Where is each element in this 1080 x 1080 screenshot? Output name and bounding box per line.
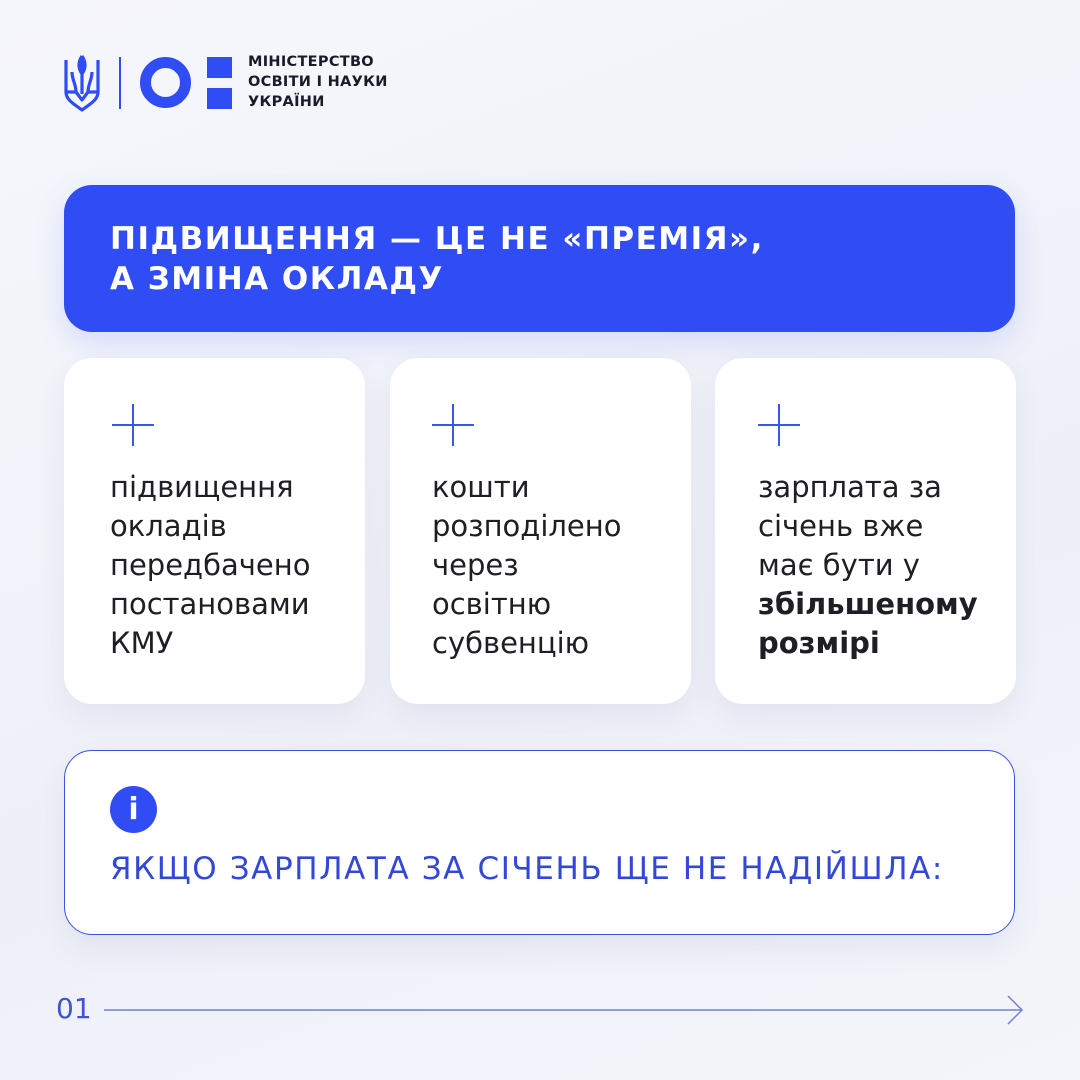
title-line: А ЗМІНА ОКЛАДУ [110,261,444,297]
arrow-right-icon [104,995,1024,1025]
logo-line: ОСВІТИ І НАУКИ [248,74,388,90]
card-line-bold: збільшеному [758,587,978,621]
card-line: кошти [432,470,530,504]
notice-box: i ЯКЩО ЗАРПЛАТА ЗА СІЧЕНЬ ЩЕ НЕ НАДІЙШЛА… [64,750,1015,935]
trident-icon [64,55,100,112]
card-line: зарплата за [758,470,942,504]
card-line: передбачено [110,548,311,582]
card-line: через [432,548,519,582]
card-line: має бути у [758,548,920,582]
card-line: окладів [110,509,227,543]
card-line: субвенцію [432,626,590,660]
card-text: підвищення окладів передбачено постанова… [110,468,360,663]
card-line: підвищення [110,470,294,504]
plus-icon [112,404,154,446]
card-line: КМУ [110,626,174,660]
plus-icon [432,404,474,446]
title-line: ПІДВИЩЕННЯ — ЦЕ НЕ «ПРЕМІЯ», [110,221,764,257]
logo-divider [119,57,121,109]
info-card-2: кошти розподілено через освітню субвенці… [390,358,691,704]
logo-square-bottom [207,88,232,109]
card-line: січень вже [758,509,924,543]
logo-line: УКРАЇНИ [248,94,325,110]
card-text: кошти розподілено через освітню субвенці… [432,468,682,663]
logo-square-top [207,57,232,78]
card-line: розподілено [432,509,622,543]
plus-icon [758,404,800,446]
card-line: освітню [432,587,552,621]
ministry-logo-text: МІНІСТЕРСТВО ОСВІТИ І НАУКИ УКРАЇНИ [248,52,388,112]
logo-line: МІНІСТЕРСТВО [248,54,374,70]
headline-banner: ПІДВИЩЕННЯ — ЦЕ НЕ «ПРЕМІЯ», А ЗМІНА ОКЛ… [64,185,1015,332]
page-number: 01 [56,992,92,1025]
notice-text: ЯКЩО ЗАРПЛАТА ЗА СІЧЕНЬ ЩЕ НЕ НАДІЙШЛА: [110,851,944,887]
page-title: ПІДВИЩЕННЯ — ЦЕ НЕ «ПРЕМІЯ», А ЗМІНА ОКЛ… [110,219,764,299]
logo-ring [140,57,191,108]
card-line: постановами [110,587,310,621]
card-text: зарплата за січень вже має бути у збільш… [758,468,1008,663]
info-card-3: зарплата за січень вже має бути у збільш… [715,358,1016,704]
card-line-bold: розмірі [758,626,880,660]
info-icon: i [110,786,157,833]
info-card-1: підвищення окладів передбачено постанова… [64,358,365,704]
